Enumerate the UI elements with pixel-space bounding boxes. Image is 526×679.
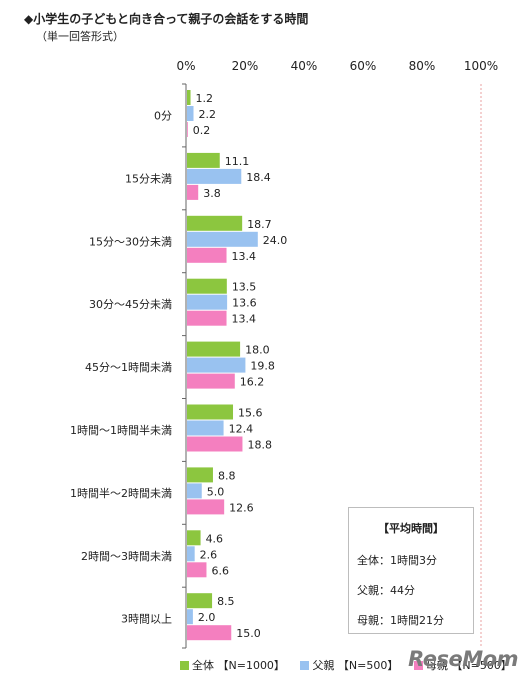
legend-label-overall: 全体 【N=1000】 — [192, 659, 285, 672]
data-label-mother: 18.8 — [247, 439, 272, 452]
bar-overall — [187, 215, 243, 231]
bar-mother — [187, 184, 199, 200]
bar-overall — [187, 530, 201, 546]
data-label-father: 13.6 — [232, 297, 257, 310]
data-label-father: 2.0 — [198, 611, 216, 624]
bar-mother — [187, 122, 188, 137]
data-label-overall: 8.5 — [217, 595, 235, 608]
bar-father — [187, 609, 193, 625]
x-tick-label: 40% — [291, 59, 318, 73]
category-label: 0分 — [154, 109, 172, 122]
data-label-father: 24.0 — [263, 234, 288, 247]
category-label: 1時間～1時間半未満 — [70, 423, 172, 437]
legend-item-overall: 全体 【N=1000】 — [180, 657, 285, 673]
category-label: 3時間以上 — [121, 613, 172, 626]
legend-label-father: 父親 【N=500】 — [312, 659, 399, 672]
x-tick-label: 80% — [409, 59, 436, 73]
bar-overall — [187, 152, 220, 168]
category-label: 30分～45分未満 — [89, 298, 172, 311]
bar-father — [187, 357, 246, 373]
bar-mother — [187, 436, 243, 452]
data-label-overall: 4.6 — [206, 532, 224, 545]
category-label: 1時間半～2時間未満 — [70, 486, 172, 500]
average-time-mother: 母親：1時間21分 — [357, 614, 444, 627]
data-label-mother: 12.6 — [229, 501, 254, 514]
bar-overall — [187, 404, 234, 420]
legend-swatch-father — [300, 661, 310, 670]
legend-label-mother: 母親 【N=500】 — [425, 659, 512, 672]
bar-mother — [187, 562, 207, 578]
data-label-father: 5.0 — [207, 485, 225, 498]
category-label: 45分～1時間未満 — [85, 361, 172, 374]
bar-overall — [187, 593, 213, 609]
data-label-mother: 3.8 — [203, 187, 221, 200]
data-label-overall: 8.8 — [218, 469, 236, 482]
data-label-overall: 11.1 — [225, 155, 250, 168]
data-label-mother: 0.2 — [193, 124, 211, 137]
x-tick-label: 20% — [232, 59, 259, 73]
chart-subtitle: （単一回答形式） — [36, 30, 124, 43]
data-label-mother: 15.0 — [236, 627, 261, 640]
data-label-mother: 6.6 — [211, 564, 229, 577]
legend-item-mother: 母親 【N=500】 — [413, 657, 512, 673]
bar-overall — [187, 467, 213, 483]
bar-overall — [187, 90, 191, 105]
data-label-mother: 13.4 — [232, 313, 257, 326]
category-label: 2時間～3時間未満 — [81, 550, 172, 563]
average-time-overall: 全体：1時間3分 — [357, 554, 437, 567]
average-time-father: 父親：44分 — [357, 584, 415, 597]
legend-swatch-overall — [180, 661, 189, 670]
category-label: 15分未満 — [125, 172, 172, 185]
average-time-heading: 【平均時間】 — [378, 522, 444, 535]
average-time-box: 【平均時間】 全体：1時間3分 父親：44分 母親：1時間21分 — [348, 507, 474, 634]
watermark-logo: ReseMom — [408, 647, 518, 671]
data-label-overall: 1.2 — [196, 92, 214, 105]
bar-father — [187, 483, 202, 499]
bar-father — [187, 420, 224, 436]
category-label: 15分～30分未満 — [89, 235, 172, 248]
data-label-father: 2.6 — [200, 548, 218, 561]
bar-mother — [187, 625, 232, 641]
bar-father — [187, 546, 195, 562]
bar-mother — [187, 373, 235, 389]
bar-father — [187, 106, 194, 121]
data-label-father: 19.8 — [250, 360, 275, 373]
x-tick-label: 100% — [464, 59, 498, 73]
data-label-father: 12.4 — [229, 423, 254, 436]
data-label-mother: 16.2 — [240, 376, 264, 389]
bar-mother — [187, 499, 225, 515]
x-tick-label: 0% — [176, 59, 195, 73]
bar-overall — [187, 278, 227, 294]
data-label-overall: 13.5 — [232, 281, 257, 294]
bar-overall — [187, 341, 241, 357]
bar-mother — [187, 310, 227, 326]
data-label-father: 18.4 — [246, 171, 271, 184]
data-label-mother: 13.4 — [232, 250, 257, 263]
bar-mother — [187, 247, 227, 263]
chart-title: ◆小学生の子どもと向き合って親子の会話をする時間 — [24, 12, 309, 26]
data-label-overall: 18.7 — [247, 218, 271, 231]
data-label-father: 2.2 — [198, 108, 216, 121]
chart-legend: 全体 【N=1000】 父親 【N=500】 母親 【N=500】 — [180, 657, 524, 673]
legend-item-father: 父親 【N=500】 — [300, 657, 398, 673]
bar-father — [187, 294, 228, 310]
bar-father — [187, 231, 258, 247]
data-label-overall: 15.6 — [238, 407, 263, 420]
bar-father — [187, 168, 242, 184]
x-tick-label: 60% — [350, 59, 377, 73]
data-label-overall: 18.0 — [245, 344, 270, 357]
legend-swatch-mother — [413, 661, 423, 670]
